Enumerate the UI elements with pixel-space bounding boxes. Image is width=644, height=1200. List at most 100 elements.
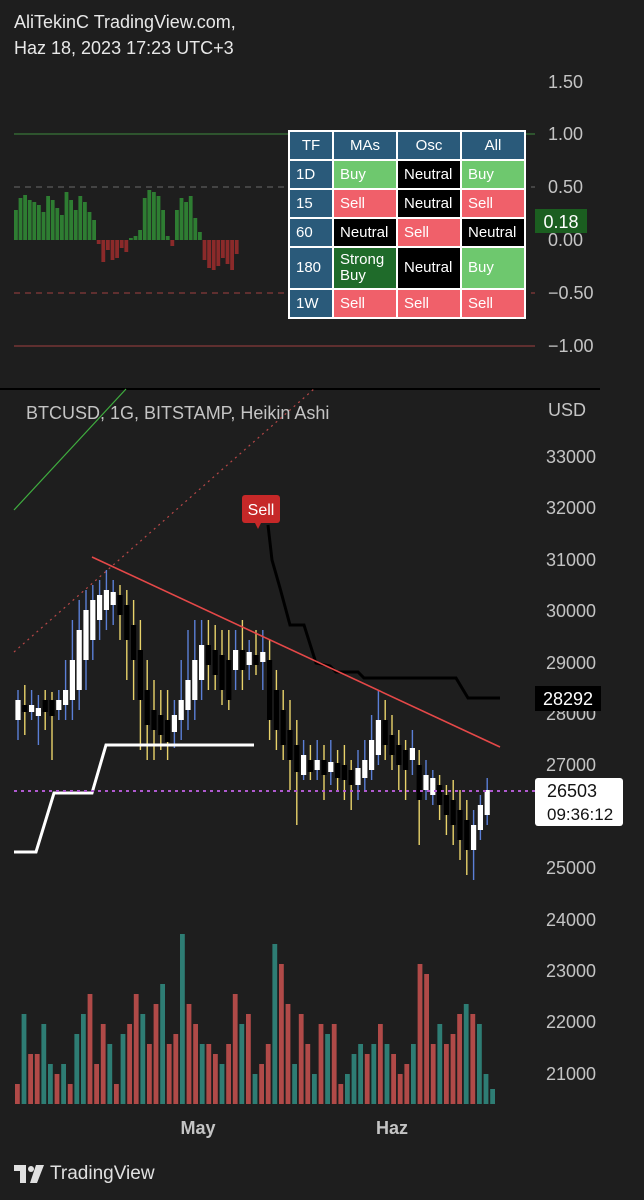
line-value-tag <box>535 686 601 711</box>
candle-body <box>341 765 347 780</box>
countdown-text: 09:36:12 <box>547 805 613 824</box>
osc-bar <box>96 240 101 244</box>
volume-bar <box>226 1044 231 1104</box>
candle-body <box>369 740 375 770</box>
signal-mas: Strong Buy <box>334 248 396 288</box>
volume-bar <box>272 944 278 1104</box>
osc-bar <box>216 240 221 266</box>
candle-body <box>294 745 300 772</box>
candle-body <box>117 595 123 615</box>
header-tf: TF <box>290 132 332 159</box>
volume-bar <box>378 1024 383 1104</box>
osc-value-tag <box>535 209 587 233</box>
osc-bar <box>87 212 92 240</box>
signal-osc: Neutral <box>398 190 460 217</box>
candle-body <box>430 778 436 795</box>
candle-body <box>83 610 89 660</box>
brand-name: TradingView <box>50 1163 155 1184</box>
osc-bar <box>221 240 225 258</box>
candle-body <box>335 763 341 778</box>
osc-axis-label: 1.00 <box>548 124 583 144</box>
volume-bar <box>463 1004 469 1104</box>
volume-bar <box>94 1064 99 1104</box>
candle-body <box>212 650 218 675</box>
candle-body <box>185 680 191 710</box>
volume-bar <box>444 1044 449 1104</box>
volume-bar <box>180 934 185 1104</box>
candle-body <box>246 652 252 665</box>
volume-bar <box>147 1044 152 1104</box>
line-value-text: 28292 <box>543 689 593 709</box>
candle-body <box>464 820 470 850</box>
volume-bar <box>232 994 238 1104</box>
candle-body <box>239 650 245 670</box>
osc-value-text: 0.18 <box>543 212 578 232</box>
osc-bar <box>138 230 142 240</box>
candle-body <box>103 590 109 610</box>
osc-bar <box>129 238 133 240</box>
candle-body <box>63 690 69 705</box>
osc-bar <box>73 210 78 240</box>
signal-all: Buy <box>462 248 524 288</box>
signal-tf: 180 <box>290 248 332 288</box>
price-axis-label: 23000 <box>546 961 596 981</box>
price-axis-label: 33000 <box>546 447 596 467</box>
candle-body <box>124 605 130 640</box>
volume-bar <box>417 964 423 1104</box>
volume-bar <box>239 1024 245 1104</box>
signal-osc: Sell <box>398 219 460 246</box>
volume-bar <box>54 1074 60 1104</box>
osc-bar <box>55 208 60 240</box>
osc-bar <box>147 190 152 240</box>
volume-bar <box>67 1084 73 1104</box>
osc-bar <box>119 240 124 248</box>
volume-bar <box>391 1054 396 1104</box>
candle-body <box>375 720 381 755</box>
time-label-may: May <box>180 1118 215 1138</box>
osc-bar <box>23 195 27 240</box>
candle-body <box>471 825 477 850</box>
osc-bar <box>184 202 188 240</box>
volume-bar <box>331 1024 337 1104</box>
price-axis-label: 21000 <box>546 1064 596 1084</box>
candle-body <box>307 760 313 772</box>
osc-bar <box>110 240 115 260</box>
candle-body <box>314 760 320 770</box>
volume-bar <box>61 1064 66 1104</box>
volume-bar <box>371 1044 377 1104</box>
volume-bar <box>345 1074 350 1104</box>
volume-bar <box>81 1014 86 1104</box>
volume-bar <box>351 1054 357 1104</box>
volume-bar <box>133 994 139 1104</box>
signal-mas: Sell <box>334 290 396 317</box>
tradingview-logo[interactable]: TradingView <box>14 1163 155 1185</box>
last-price-text: 26503 <box>547 781 597 801</box>
sell-signal-badge[interactable] <box>242 495 280 523</box>
candle-body <box>165 720 171 742</box>
osc-bar <box>83 202 87 240</box>
volume-bar <box>213 1054 218 1104</box>
osc-bar <box>202 240 207 260</box>
volume-bar <box>312 1074 317 1104</box>
osc-bar <box>175 210 179 240</box>
volume-bar <box>120 1034 126 1104</box>
candle-body <box>178 700 184 720</box>
candle-body <box>171 715 177 732</box>
header-all: All <box>462 132 524 159</box>
osc-bar <box>69 200 73 240</box>
candle-body <box>273 690 279 730</box>
candle-body <box>97 595 103 620</box>
signal-osc: Neutral <box>398 161 460 188</box>
osc-bar <box>142 198 147 240</box>
price-axis-label: 31000 <box>546 550 596 570</box>
price-axis-label: 30000 <box>546 601 596 621</box>
volume-bar <box>107 1044 113 1104</box>
osc-bar <box>230 240 234 270</box>
candle-body <box>396 745 402 765</box>
volume-bar <box>338 1084 344 1104</box>
candle-body <box>267 660 273 720</box>
price-axis-label: 27000 <box>546 755 596 775</box>
candle-body <box>226 660 232 700</box>
header-timestamp: Haz 18, 2023 17:23 UTC+3 <box>14 38 234 58</box>
